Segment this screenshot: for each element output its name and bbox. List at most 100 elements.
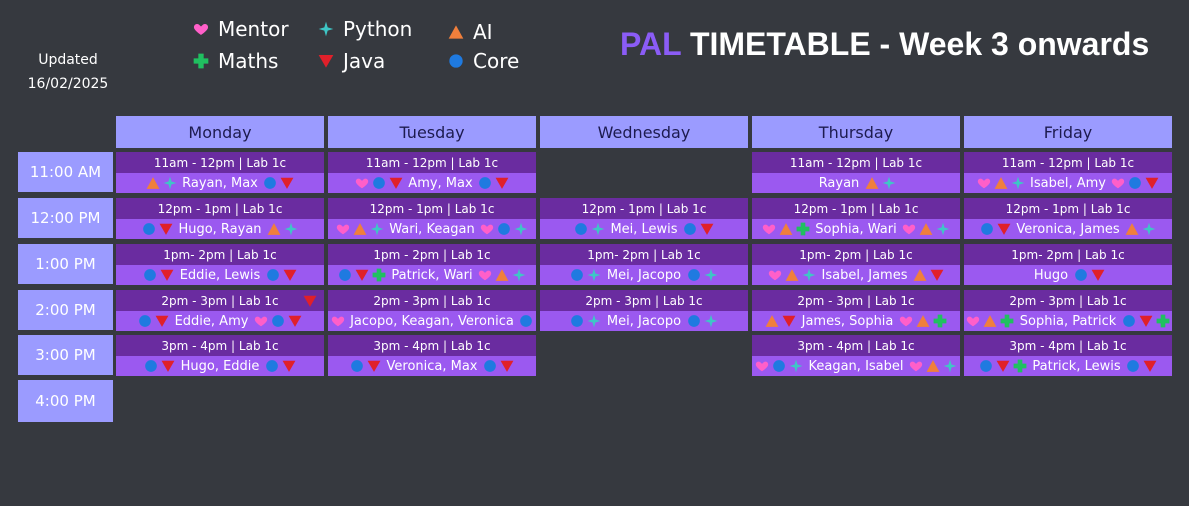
dot-icon (978, 359, 993, 374)
session-people: Sophia, Wari (752, 219, 960, 239)
triangle-icon (495, 268, 510, 283)
session-people: Veronica, Max (328, 356, 536, 376)
session-names: Veronica, James (1016, 221, 1120, 237)
session-slot[interactable]: 12pm - 1pm | Lab 1c Wari, Keagan (328, 198, 536, 239)
triangle-icon (993, 176, 1008, 191)
session-time-room: 1pm- 2pm | Lab 1c (964, 244, 1172, 265)
session-time-room: 3pm - 4pm | Lab 1c (328, 335, 536, 356)
legend-item-java: Java (315, 49, 385, 73)
session-slot[interactable]: 3pm - 4pm | Lab 1c Keagan, Isabel (752, 335, 960, 376)
session-slot[interactable]: 1pm- 2pm | Lab 1c Eddie, Lewis (116, 244, 324, 285)
session-names: Amy, Max (408, 175, 473, 191)
session-names: Keagan, Isabel (808, 358, 904, 374)
session-slot[interactable]: 1pm- 2pm | Lab 1c Hugo (964, 244, 1172, 285)
session-time-room: 12pm - 1pm | Lab 1c (964, 198, 1172, 219)
cross-icon (1155, 314, 1170, 329)
session-names: Wari, Keagan (389, 221, 475, 237)
triangle-icon (778, 222, 793, 237)
session-slot[interactable]: 11am - 12pm | Lab 1c Rayan, Max (116, 152, 324, 193)
session-people: Keagan, Isabel (752, 356, 960, 376)
session-time-room: 1pm - 2pm | Lab 1c (328, 244, 536, 265)
session-time-room: 1pm- 2pm | Lab 1c (116, 244, 324, 265)
down-triangle-icon (1090, 268, 1105, 283)
down-triangle-icon (160, 268, 175, 283)
session-people: Sophia, Patrick (964, 311, 1172, 331)
session-slot[interactable]: 3pm - 4pm | Lab 1c Veronica, Max (328, 335, 536, 376)
heart-icon (253, 314, 268, 329)
sparkle-icon (587, 314, 602, 329)
session-slot[interactable]: 2pm - 3pm | Lab 1c Eddie, Amy (116, 290, 324, 331)
down-triangle-icon (1138, 314, 1153, 329)
session-names: Jacopo, Keagan, Veronica (350, 313, 514, 329)
session-time-room: 3pm - 4pm | Lab 1c (116, 335, 324, 356)
session-time-room: 11am - 12pm | Lab 1c (752, 152, 960, 173)
updated-date: 16/02/2025 (27, 76, 109, 92)
dot-icon (143, 268, 158, 283)
time-label: 1:00 PM (18, 244, 113, 284)
session-people: Mei, Jacopo (540, 265, 748, 285)
down-triangle-icon (317, 52, 335, 70)
session-slot[interactable]: 11am - 12pm | Lab 1c Amy, Max (328, 152, 536, 193)
sparkle-icon (802, 268, 817, 283)
session-slot[interactable]: 2pm - 3pm | Lab 1c Mei, Jacopo (540, 290, 748, 331)
session-people: Wari, Keagan (328, 219, 536, 239)
sparkle-icon (512, 268, 527, 283)
session-slot[interactable]: 1pm - 2pm | Lab 1c Patrick, Wari (328, 244, 536, 285)
session-time-room: 2pm - 3pm | Lab 1c (540, 290, 748, 311)
session-names: Eddie, Amy (174, 313, 249, 329)
day-header-monday: Monday (116, 116, 324, 148)
session-people: Rayan, Max (116, 173, 324, 193)
heart-icon (192, 20, 210, 38)
heart-icon (1111, 176, 1126, 191)
down-triangle-icon (495, 176, 510, 191)
heart-icon (768, 268, 783, 283)
session-slot[interactable]: 12pm - 1pm | Lab 1c Mei, Lewis (540, 198, 748, 239)
triangle-icon (912, 268, 927, 283)
session-slot[interactable]: 2pm - 3pm | Lab 1c Sophia, Patrick (964, 290, 1172, 331)
session-people: Patrick, Lewis (964, 356, 1172, 376)
dot-icon (1126, 359, 1141, 374)
sparkle-icon (936, 222, 951, 237)
dot-icon (264, 359, 279, 374)
cross-icon (795, 222, 810, 237)
down-triangle-icon (158, 222, 173, 237)
session-time-room: 11am - 12pm | Lab 1c (964, 152, 1172, 173)
triangle-icon (447, 23, 465, 41)
down-triangle-icon (1145, 176, 1160, 191)
session-slot[interactable]: 12pm - 1pm | Lab 1c Veronica, James (964, 198, 1172, 239)
legend-label: AI (473, 20, 493, 44)
legend-label: Core (473, 49, 520, 73)
session-people: Hugo, Rayan (116, 219, 324, 239)
session-slot[interactable]: 12pm - 1pm | Lab 1c Hugo, Rayan (116, 198, 324, 239)
session-time-room: 12pm - 1pm | Lab 1c (116, 198, 324, 219)
session-slot[interactable]: 2pm - 3pm | Lab 1c James, Sophia (752, 290, 960, 331)
session-slot[interactable]: 1pm- 2pm | Lab 1c Isabel, James (752, 244, 960, 285)
session-people: Mei, Lewis (540, 219, 748, 239)
down-triangle-icon (500, 359, 515, 374)
legend-label: Mentor (218, 17, 289, 41)
session-slot[interactable]: 1pm- 2pm | Lab 1c Mei, Jacopo (540, 244, 748, 285)
cross-icon (1000, 314, 1015, 329)
dot-icon (683, 222, 698, 237)
day-header-friday: Friday (964, 116, 1172, 148)
session-slot[interactable]: 11am - 12pm | Lab 1c Rayan (752, 152, 960, 193)
time-label: 11:00 AM (18, 152, 113, 192)
down-triangle-icon (367, 359, 382, 374)
session-slot[interactable]: 2pm - 3pm | Lab 1c Jacopo, Keagan, Veroni… (328, 290, 536, 331)
day-header-tuesday: Tuesday (328, 116, 536, 148)
session-slot[interactable]: 12pm - 1pm | Lab 1c Sophia, Wari (752, 198, 960, 239)
sparkle-icon (1010, 176, 1025, 191)
session-slot[interactable]: 3pm - 4pm | Lab 1c Patrick, Lewis (964, 335, 1172, 376)
cross-icon (192, 52, 210, 70)
heart-icon (761, 222, 776, 237)
heart-icon (909, 359, 924, 374)
sparkle-icon (703, 268, 718, 283)
time-label: 4:00 PM (18, 380, 113, 422)
day-header-thursday: Thursday (752, 116, 960, 148)
dot-icon (447, 52, 465, 70)
down-triangle-icon (1143, 359, 1158, 374)
session-slot[interactable]: 11am - 12pm | Lab 1c Isabel, Amy (964, 152, 1172, 193)
session-slot[interactable]: 3pm - 4pm | Lab 1c Hugo, Eddie (116, 335, 324, 376)
session-names: Hugo (1033, 267, 1069, 283)
session-people: Jacopo, Keagan, Veronica (328, 311, 536, 331)
